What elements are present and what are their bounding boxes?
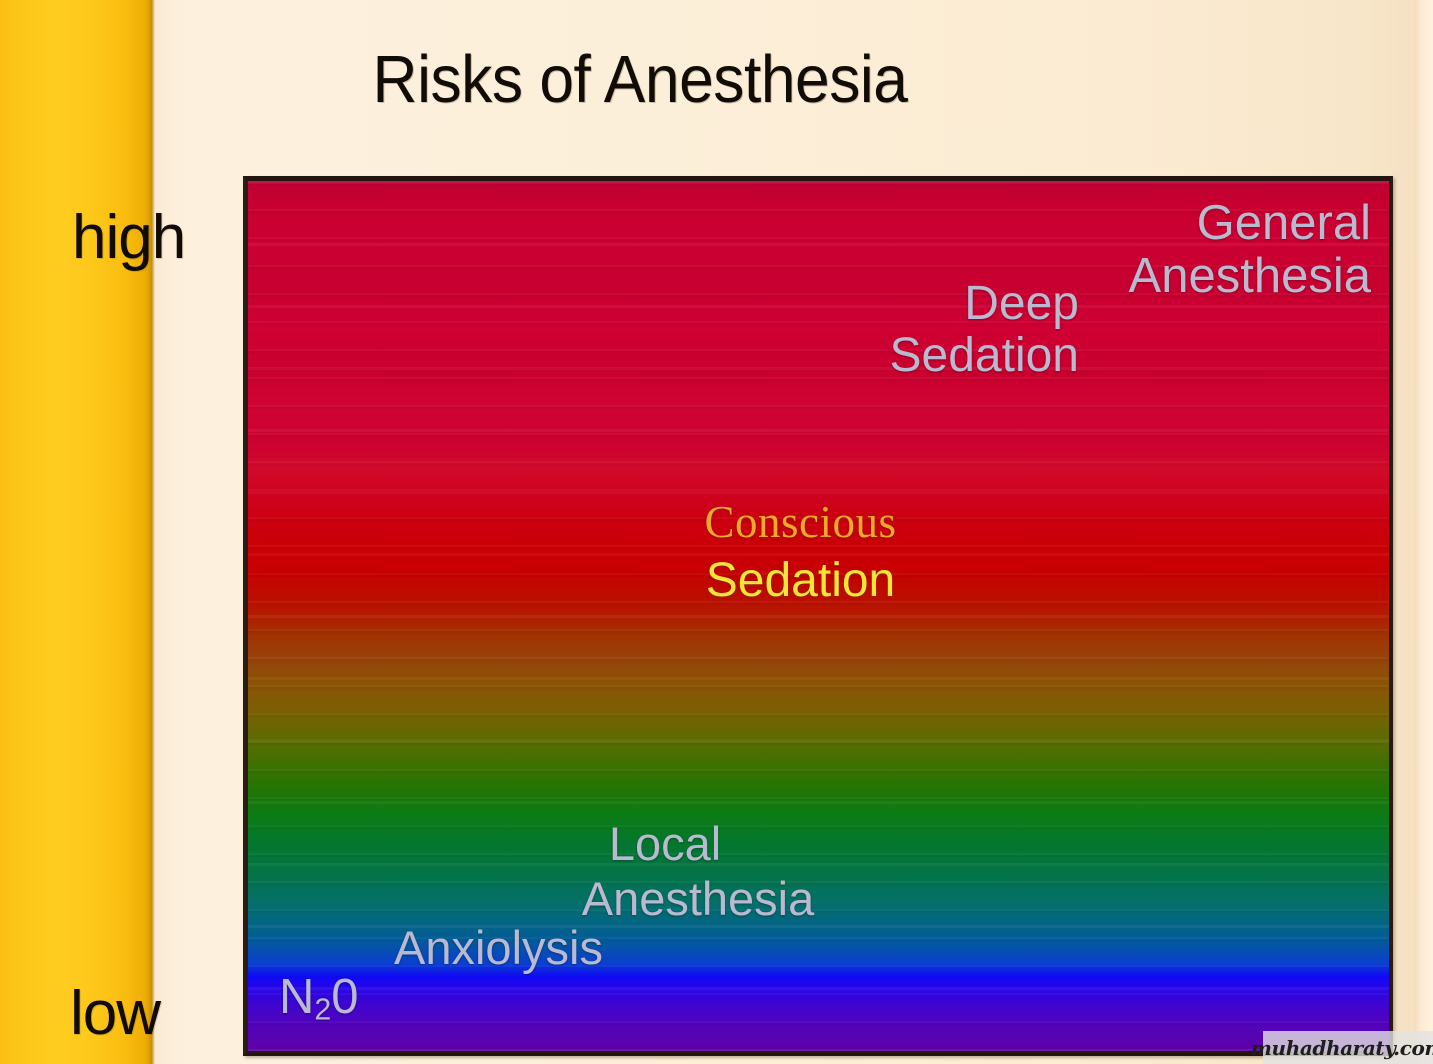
chart-label-anxiolysis: Anxiolysis (394, 921, 603, 974)
chart-label-deep-line2: Sedation (889, 328, 1080, 382)
watermark: muhadharaty.com (1251, 1031, 1433, 1064)
chart-label-n2o: N20 (279, 970, 359, 1027)
chart-label-deep-line1: Deep (964, 277, 1079, 330)
slide-right-edge (1414, 0, 1433, 1064)
axis-label-high: high (72, 203, 186, 272)
chart-label-conscious-word: Conscious (704, 497, 897, 547)
chart-label-general-line1: General (1196, 196, 1371, 250)
chart-label-conscious-sedation: Conscious Sedation (698, 498, 903, 606)
n2o-suffix: 0 (331, 970, 359, 1024)
left-yellow-band-edge (148, 0, 155, 1064)
chart-label-sedation-word: Sedation (705, 553, 896, 607)
chart-label-local-line1: Local (608, 817, 722, 870)
chart-label-local-line2: Anesthesia (581, 872, 815, 925)
chart-label-general-anesthesia: General Anesthesia (1129, 197, 1371, 303)
chart-label-deep-sedation: Deep Sedation (879, 277, 1080, 382)
page-title: Risks of Anesthesia (372, 42, 908, 117)
left-yellow-band (0, 0, 152, 1064)
n2o-prefix: N (279, 970, 315, 1024)
watermark-text: muhadharaty.com (1250, 1035, 1433, 1060)
chart-label-general-line2: Anesthesia (1128, 248, 1371, 303)
risk-gradient-fill (248, 181, 1389, 1051)
axis-label-low: low (70, 979, 161, 1048)
risk-spectrum-chart: General Anesthesia Deep Sedation Conscio… (243, 176, 1393, 1056)
n2o-subscript: 2 (314, 992, 332, 1027)
